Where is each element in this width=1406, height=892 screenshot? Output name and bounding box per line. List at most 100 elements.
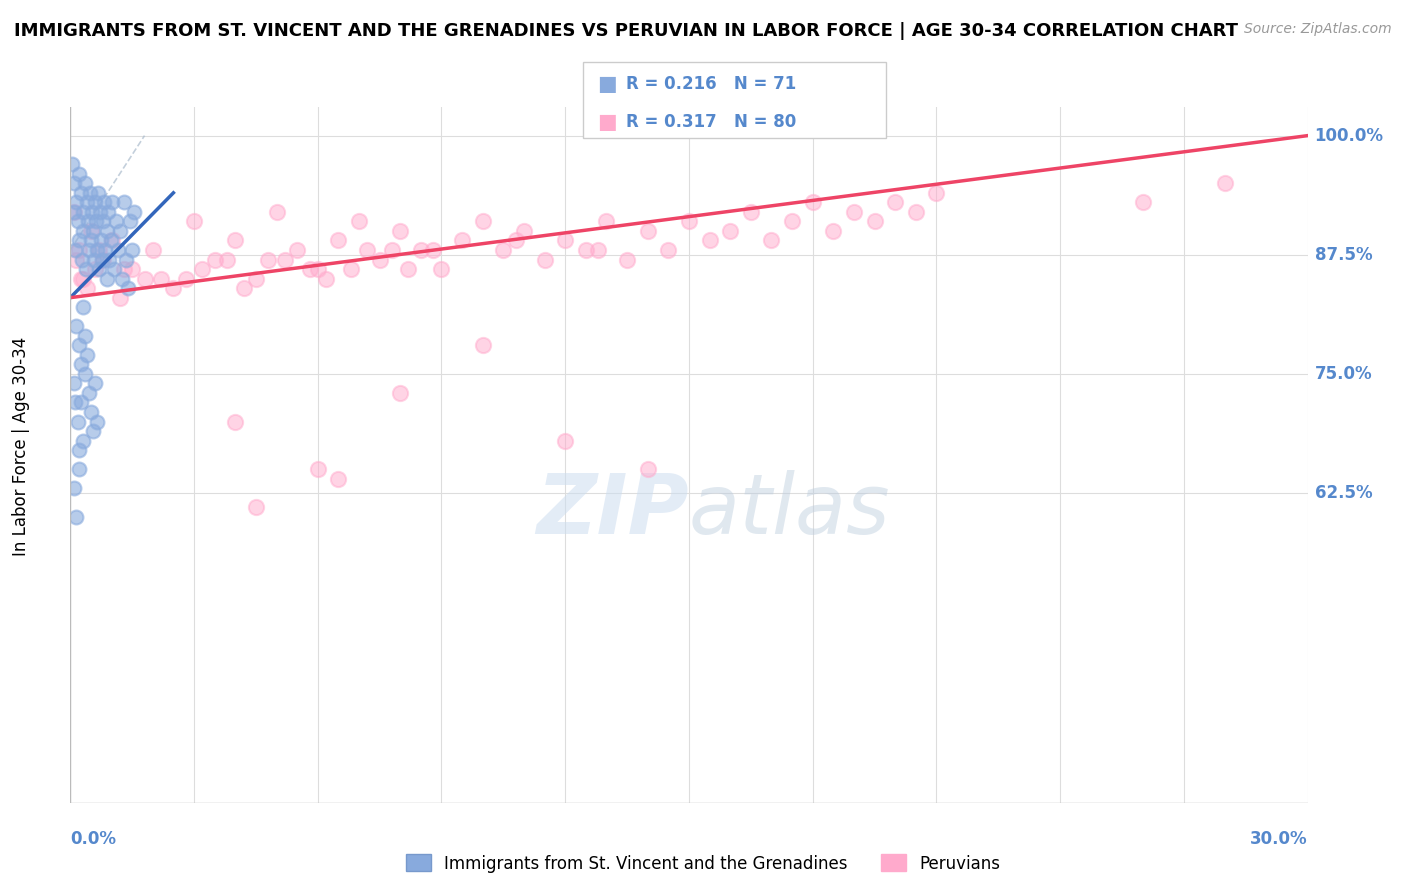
Text: 0.0%: 0.0% — [70, 830, 117, 847]
Point — [63, 176, 86, 190]
Point — [60, 157, 83, 171]
Point — [84, 195, 107, 210]
Point — [863, 214, 886, 228]
Point — [86, 243, 108, 257]
Point — [533, 252, 555, 267]
Point — [93, 195, 115, 210]
Point — [699, 234, 721, 248]
Point — [884, 195, 907, 210]
Point — [307, 462, 329, 476]
Point — [232, 281, 254, 295]
Point — [104, 214, 127, 228]
Point — [356, 243, 378, 257]
Text: atlas: atlas — [689, 470, 890, 551]
Point — [328, 234, 350, 248]
Point — [76, 214, 98, 228]
Point — [63, 205, 86, 219]
Point — [67, 234, 90, 248]
Point — [224, 415, 246, 429]
Point — [72, 205, 94, 219]
Point — [84, 214, 107, 228]
Point — [83, 252, 105, 267]
Point — [430, 262, 453, 277]
Point — [112, 262, 135, 277]
Point — [96, 271, 118, 285]
Point — [409, 243, 432, 257]
Point — [67, 338, 90, 352]
Point — [471, 338, 494, 352]
Point — [1213, 176, 1236, 190]
Point — [66, 214, 89, 228]
Point — [79, 186, 101, 200]
Point — [307, 262, 329, 277]
Text: In Labor Force | Age 30-34: In Labor Force | Age 30-34 — [13, 336, 30, 556]
Point — [718, 224, 741, 238]
Point — [134, 271, 156, 285]
Point — [801, 195, 824, 210]
Point — [65, 395, 87, 409]
Point — [69, 271, 91, 285]
Point — [657, 243, 679, 257]
Point — [91, 252, 114, 267]
Point — [103, 262, 125, 277]
Point — [73, 176, 96, 190]
Point — [87, 186, 110, 200]
Point — [65, 243, 87, 257]
Point — [91, 252, 114, 267]
Text: 100.0%: 100.0% — [1315, 127, 1384, 145]
Point — [740, 205, 762, 219]
Point — [73, 367, 96, 381]
Legend: Immigrants from St. Vincent and the Grenadines, Peruvians: Immigrants from St. Vincent and the Gren… — [399, 847, 1007, 880]
Point — [274, 252, 297, 267]
Point — [505, 234, 527, 248]
Point — [121, 262, 143, 277]
Point — [347, 214, 370, 228]
Point — [586, 243, 609, 257]
Point — [575, 243, 598, 257]
Point — [389, 224, 412, 238]
Point — [97, 205, 120, 219]
Point — [904, 205, 927, 219]
Point — [823, 224, 845, 238]
Point — [174, 271, 197, 285]
Point — [65, 509, 87, 524]
Point — [69, 357, 91, 371]
Point — [637, 224, 659, 238]
Point — [245, 500, 267, 515]
Point — [77, 386, 100, 401]
Point — [842, 205, 865, 219]
Text: ZIP: ZIP — [536, 470, 689, 551]
Point — [67, 462, 90, 476]
Point — [89, 262, 111, 277]
Point — [117, 281, 139, 295]
Point — [82, 424, 104, 438]
Point — [72, 271, 94, 285]
Point — [381, 243, 404, 257]
Point — [285, 243, 308, 257]
Point — [339, 262, 361, 277]
Point — [215, 252, 238, 267]
Point — [89, 205, 111, 219]
Point — [368, 252, 391, 267]
Point — [69, 186, 91, 200]
Point — [65, 319, 87, 334]
Point — [162, 281, 184, 295]
Point — [780, 214, 803, 228]
Point — [96, 224, 118, 238]
Point — [191, 262, 214, 277]
Point — [80, 405, 103, 419]
Point — [76, 348, 98, 362]
Point — [70, 252, 93, 267]
Point — [67, 167, 90, 181]
Point — [98, 252, 121, 267]
Point — [204, 252, 226, 267]
Text: IMMIGRANTS FROM ST. VINCENT AND THE GRENADINES VS PERUVIAN IN LABOR FORCE | AGE : IMMIGRANTS FROM ST. VINCENT AND THE GREN… — [14, 22, 1239, 40]
Point — [69, 395, 91, 409]
Point — [122, 205, 145, 219]
Text: ■: ■ — [598, 112, 617, 132]
Point — [121, 243, 143, 257]
Point — [80, 224, 103, 238]
Point — [492, 243, 515, 257]
Point — [76, 281, 98, 295]
Point — [554, 434, 576, 448]
